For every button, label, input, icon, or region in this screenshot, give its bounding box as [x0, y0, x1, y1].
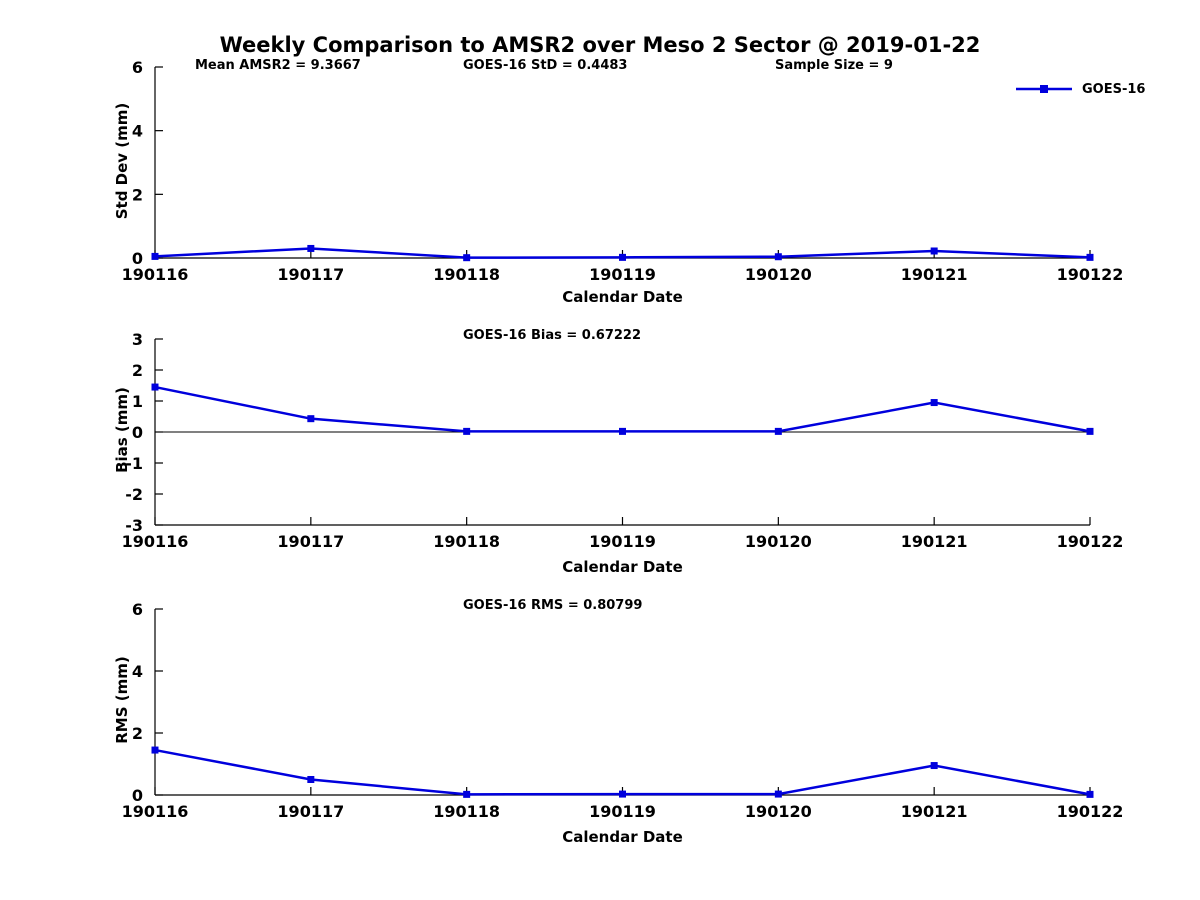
y-tick-label: 6 — [132, 58, 143, 77]
chart-title: Weekly Comparison to AMSR2 over Meso 2 S… — [219, 33, 981, 57]
data-point-marker — [307, 415, 315, 423]
x-tick-label: 190116 — [122, 532, 189, 551]
data-point-marker — [1086, 427, 1094, 435]
x-tick-label: 190117 — [277, 802, 344, 821]
data-point-marker — [619, 253, 626, 261]
data-point-marker — [619, 790, 626, 798]
data-point-marker — [463, 254, 471, 262]
legend-marker — [1040, 85, 1048, 93]
data-point-marker — [1086, 253, 1094, 261]
x-tick-label: 190120 — [745, 802, 812, 821]
x-tick-label: 190120 — [745, 265, 812, 284]
data-point-marker — [930, 399, 938, 407]
stat-goes16-std: GOES-16 StD = 0.4483 — [463, 58, 628, 73]
data-point-marker — [307, 776, 315, 783]
x-tick-label: 190116 — [122, 265, 189, 284]
x-tick-label: 190119 — [589, 265, 656, 284]
y-tick-label: 3 — [132, 330, 143, 349]
y-tick-label: -2 — [125, 485, 143, 504]
x-tick-label: 190121 — [901, 265, 968, 284]
x-tick-label: 190119 — [589, 532, 656, 551]
bias-panel-annotation: GOES-16 Bias = 0.67222 — [463, 328, 642, 343]
x-tick-label: 190122 — [1057, 532, 1124, 551]
stat-sample-size: Sample Size = 9 — [775, 58, 893, 73]
x-tick-label: 190122 — [1057, 265, 1124, 284]
y-tick-label: 0 — [132, 249, 143, 268]
y-tick-label: 2 — [132, 724, 143, 743]
x-tick-label: 190119 — [589, 802, 656, 821]
data-point-marker — [774, 790, 782, 798]
x-tick-label: 190118 — [433, 532, 500, 551]
x-tick-label: 190118 — [433, 802, 500, 821]
y-tick-label: 6 — [132, 600, 143, 619]
y-axis-label-std-dev: Std Dev (mm) — [113, 102, 131, 220]
data-point-marker — [151, 746, 159, 754]
x-tick-label: 190118 — [433, 265, 500, 284]
rms-panel-annotation: GOES-16 RMS = 0.80799 — [463, 598, 643, 613]
y-tick-label: 0 — [132, 423, 143, 442]
x-axis-label-bottom: Calendar Date — [562, 828, 683, 846]
x-tick-label: 190117 — [277, 532, 344, 551]
series-line — [154, 385, 1091, 433]
x-tick-label: 190117 — [277, 265, 344, 284]
data-point-marker — [151, 252, 159, 260]
x-tick-label: 190122 — [1057, 802, 1124, 821]
x-tick-label: 190121 — [901, 802, 968, 821]
legend-label: GOES-16 — [1082, 82, 1146, 97]
y-tick-label: 0 — [132, 786, 143, 805]
y-tick-label: 4 — [132, 662, 143, 681]
x-tick-label: 190116 — [122, 802, 189, 821]
x-axis-label-top: Calendar Date — [562, 288, 683, 306]
y-tick-label: -1 — [125, 454, 143, 473]
y-tick-label: 1 — [132, 392, 143, 411]
stat-mean-amsr2: Mean AMSR2 = 9.3667 — [195, 58, 361, 73]
y-axis-label-bias: Bias (mm) — [113, 387, 131, 473]
y-tick-label: 4 — [132, 122, 143, 141]
y-axis-label-rms: RMS (mm) — [113, 656, 131, 744]
x-tick-label: 190121 — [901, 532, 968, 551]
data-point-marker — [463, 427, 471, 435]
data-point-marker — [151, 383, 159, 391]
data-point-marker — [774, 427, 782, 435]
x-axis-label-middle: Calendar Date — [562, 558, 683, 576]
y-tick-label: 2 — [132, 361, 143, 380]
data-point-marker — [463, 790, 471, 798]
data-point-marker — [930, 762, 938, 770]
data-point-marker — [619, 427, 626, 435]
data-point-marker — [930, 247, 938, 255]
y-tick-label: 2 — [132, 185, 143, 204]
y-tick-label: -3 — [125, 516, 143, 535]
data-point-marker — [1086, 790, 1094, 798]
x-tick-label: 190120 — [745, 532, 812, 551]
data-point-marker — [307, 244, 315, 252]
data-point-marker — [774, 253, 782, 261]
